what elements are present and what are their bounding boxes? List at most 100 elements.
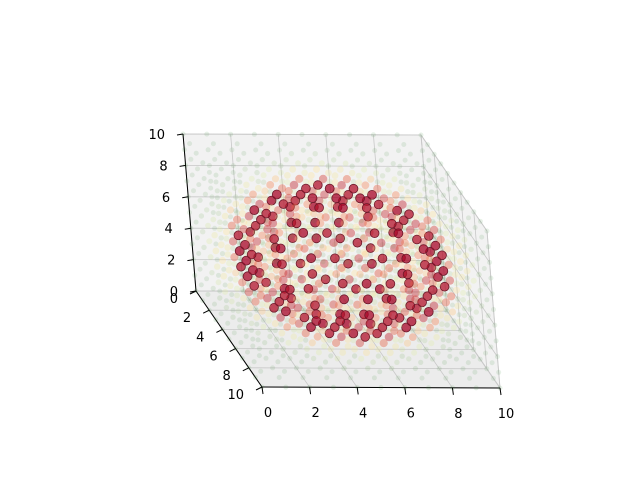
scatter-point [378,157,384,163]
scatter-point [463,267,471,275]
scatter-point [456,318,463,325]
scatter-point [450,255,457,262]
scatter-point [464,275,470,281]
scatter-point [205,292,211,297]
z-tick-label: 6 [162,191,170,206]
scatter-point [412,234,422,245]
scatter-point [312,233,318,239]
scatter-point [430,295,438,303]
scatter-point [412,311,421,320]
scatter-point [255,178,261,185]
scatter-point [438,299,444,305]
scatter-point [304,353,310,359]
scatter-point [393,268,399,274]
scatter-point [439,177,445,182]
scatter-point [390,161,396,167]
scatter-point [371,299,378,305]
scatter-point [458,273,466,281]
y-tick-label: 10 [498,407,515,422]
scatter-point [328,353,334,359]
scatter-point [276,313,285,322]
scatter-point [240,294,248,302]
scatter-point [322,207,330,214]
scatter-point [330,225,337,232]
scatter-point [254,307,260,313]
scatter-point [242,166,248,172]
scatter-point [237,324,243,330]
grid-line-z-back [190,227,429,230]
scatter-point [275,243,286,254]
scatter-point [214,195,220,201]
grid-line-y-floor [290,291,358,388]
scatter-point [491,307,496,312]
scatter-point [439,259,445,265]
scatter-point [297,267,304,274]
scatter-point [335,273,340,279]
scatter-point [280,346,286,352]
scatter-point [467,231,473,237]
scatter-point [398,337,404,344]
scatter-point [357,210,366,218]
scatter-point [300,375,306,381]
scatter-point [466,215,471,221]
y-tick-mark [499,387,502,396]
scatter-point [282,239,290,246]
scatter-point [283,384,289,390]
scatter-point [469,331,475,337]
scatter-point [244,211,254,221]
scatter-point [451,318,457,324]
scatter-point [316,219,325,228]
scatter-point [416,343,423,350]
scatter-point [250,336,256,342]
scatter-point [267,189,273,195]
scatter-point [331,233,337,239]
scatter-point [284,317,290,323]
z-tick-label: 2 [167,254,175,269]
scatter-point [295,189,306,200]
scatter-point [462,252,469,259]
scatter-point [271,250,280,259]
scatter-point [325,308,331,314]
scatter-point [390,243,396,249]
scatter-point [299,291,307,299]
scatter-point [226,198,232,204]
scatter-point [260,255,267,261]
scatter-point [245,219,253,227]
scatter-point [394,298,402,306]
scatter-point [323,283,329,289]
scatter-point [293,282,300,288]
scatter-point [403,180,410,186]
scatter-point [219,182,226,188]
scatter-point [261,187,269,195]
scatter-point [277,238,285,245]
scatter-point [301,321,308,328]
scatter-point [478,303,485,309]
scatter-point [295,243,304,252]
scatter-point [210,210,216,216]
scatter-point [277,259,287,270]
scatter-point [212,247,220,255]
scatter-point [361,242,367,248]
scatter-point [396,329,405,338]
scatter-point [418,277,424,283]
scatter-point [275,214,282,221]
scatter-point [342,326,351,335]
scatter-point [305,238,314,247]
scatter-point [391,260,400,268]
scatter-point [451,180,457,186]
scatter-point [289,180,299,190]
scatter-point [274,275,282,283]
scatter-point [338,326,345,334]
scatter-point [345,275,354,284]
scatter-point [399,285,408,294]
scatter-point [226,191,233,198]
scatter-point [382,218,388,224]
scatter-point [313,242,319,248]
scatter-point [234,292,240,299]
scatter-point [386,182,393,189]
scatter-point [237,179,243,185]
scatter-point [278,163,284,169]
scatter-point [211,232,218,239]
scatter-point [379,194,389,203]
scatter-point [344,343,352,350]
